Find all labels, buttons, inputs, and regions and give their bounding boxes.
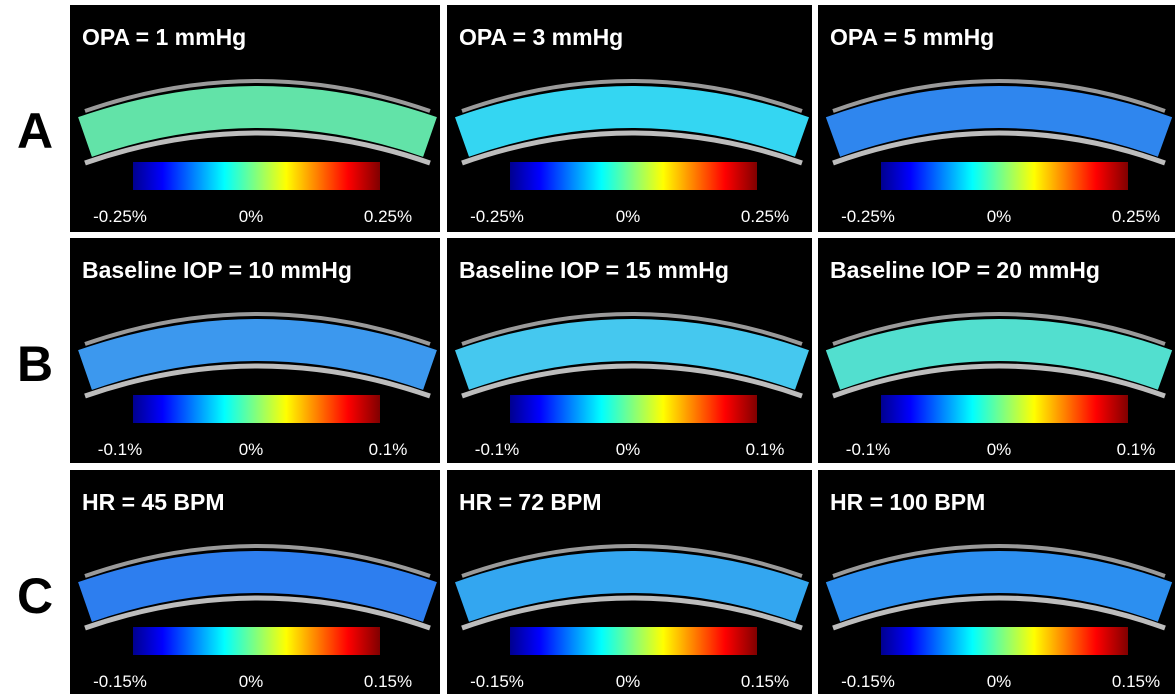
colorbar xyxy=(881,162,1128,190)
colorbar-label: -0.15% xyxy=(841,672,895,691)
colorbar-label: -0.15% xyxy=(470,672,524,691)
tissue-outer xyxy=(832,544,1166,578)
tissue-inner xyxy=(84,130,431,166)
colorbar-label: 0% xyxy=(987,672,1012,691)
tissue-outer xyxy=(84,79,431,113)
colorbar-label: 0.15% xyxy=(741,672,789,691)
colorbar-label: 0.25% xyxy=(741,207,789,226)
row-label: B xyxy=(17,336,53,392)
colorbar xyxy=(510,395,757,423)
panel-title: OPA = 3 mmHg xyxy=(459,24,623,50)
strain-band xyxy=(825,319,1173,390)
colorbar-label: 0% xyxy=(987,207,1012,226)
panel-title: Baseline IOP = 10 mmHg xyxy=(82,257,352,283)
colorbar-label: -0.1% xyxy=(846,440,890,459)
tissue-outer xyxy=(461,79,803,113)
tissue-inner xyxy=(832,595,1166,631)
colorbar-label: -0.25% xyxy=(841,207,895,226)
panel-title: HR = 72 BPM xyxy=(459,489,602,515)
colorbar-label: 0% xyxy=(239,207,264,226)
row-label: A xyxy=(17,103,53,159)
strain-band xyxy=(825,86,1173,157)
colorbar-label: 0.15% xyxy=(364,672,412,691)
strain-band xyxy=(78,551,437,622)
colorbar xyxy=(510,627,757,655)
colorbar-label: 0% xyxy=(239,672,264,691)
tissue-outer xyxy=(832,79,1166,113)
colorbar-label: 0% xyxy=(239,440,264,459)
panel-title: HR = 45 BPM xyxy=(82,489,225,515)
colorbar xyxy=(133,395,380,423)
strain-band xyxy=(78,86,437,157)
tissue-inner xyxy=(461,130,803,166)
strain-band xyxy=(455,551,809,622)
colorbar xyxy=(881,627,1128,655)
panel-title: Baseline IOP = 20 mmHg xyxy=(830,257,1100,283)
colorbar-label: -0.25% xyxy=(93,207,147,226)
strain-band xyxy=(78,319,437,390)
colorbar-label: 0% xyxy=(616,672,641,691)
colorbar-label: -0.15% xyxy=(93,672,147,691)
colorbar-label: 0.1% xyxy=(369,440,408,459)
colorbar xyxy=(881,395,1128,423)
tissue-inner xyxy=(832,130,1166,166)
colorbar xyxy=(133,627,380,655)
row-label: C xyxy=(17,568,53,624)
tissue-inner xyxy=(84,363,431,399)
colorbar-label: 0% xyxy=(987,440,1012,459)
tissue-inner xyxy=(461,363,803,399)
colorbar xyxy=(510,162,757,190)
strain-band xyxy=(455,86,809,157)
colorbar-label: 0.1% xyxy=(746,440,785,459)
panel-title: OPA = 5 mmHg xyxy=(830,24,994,50)
tissue-outer xyxy=(461,312,803,346)
colorbar-label: 0.15% xyxy=(1112,672,1160,691)
strain-band xyxy=(455,319,809,390)
tissue-inner xyxy=(461,595,803,631)
colorbar-label: 0.25% xyxy=(364,207,412,226)
panel-title: HR = 100 BPM xyxy=(830,489,985,515)
tissue-outer xyxy=(84,312,431,346)
tissue-outer xyxy=(84,544,431,578)
colorbar-label: -0.1% xyxy=(475,440,519,459)
colorbar xyxy=(133,162,380,190)
panel-title: OPA = 1 mmHg xyxy=(82,24,246,50)
panel-title: Baseline IOP = 15 mmHg xyxy=(459,257,729,283)
colorbar-label: -0.25% xyxy=(470,207,524,226)
colorbar-label: 0.1% xyxy=(1117,440,1156,459)
colorbar-label: 0% xyxy=(616,207,641,226)
colorbar-label: -0.1% xyxy=(98,440,142,459)
tissue-outer xyxy=(461,544,803,578)
colorbar-label: 0% xyxy=(616,440,641,459)
tissue-inner xyxy=(84,595,431,631)
tissue-outer xyxy=(832,312,1166,346)
tissue-inner xyxy=(832,363,1166,399)
colorbar-label: 0.25% xyxy=(1112,207,1160,226)
strain-band xyxy=(825,551,1173,622)
